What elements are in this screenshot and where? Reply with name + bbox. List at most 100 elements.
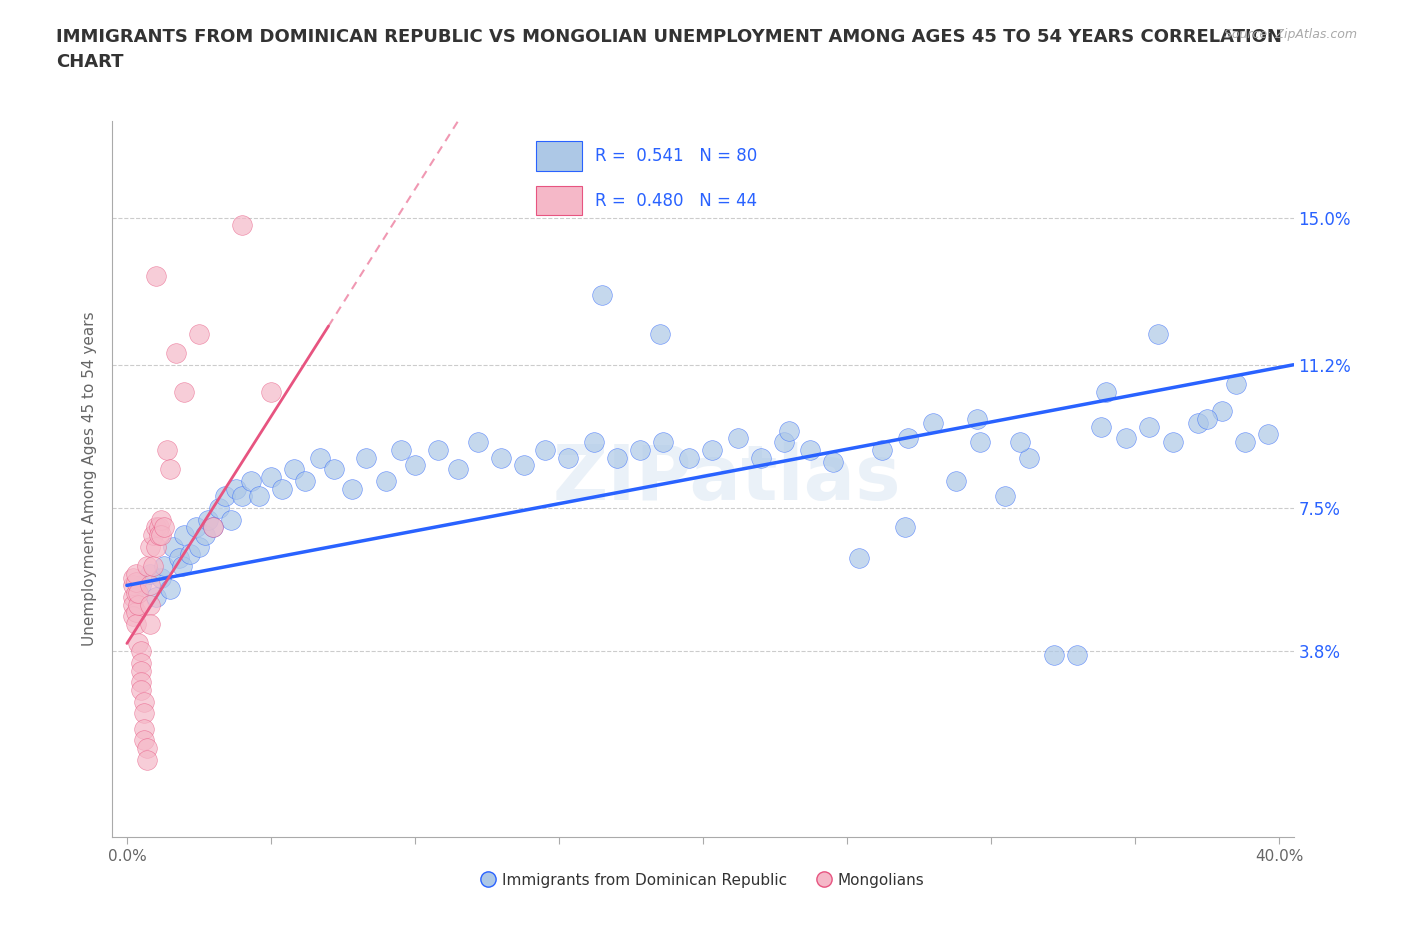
Point <box>491 450 513 465</box>
Point <box>129 578 152 592</box>
Point <box>994 489 1017 504</box>
Point <box>651 434 673 449</box>
Point <box>134 694 156 709</box>
Point <box>148 527 170 542</box>
Point <box>231 489 253 504</box>
Point <box>139 578 162 592</box>
Point <box>145 268 167 283</box>
Point <box>139 597 162 612</box>
Point <box>1197 411 1219 426</box>
Point <box>239 473 262 488</box>
Point <box>375 473 398 488</box>
Point <box>153 559 176 574</box>
Point <box>187 326 209 341</box>
Point <box>309 450 332 465</box>
Point <box>247 489 270 504</box>
Point <box>467 434 489 449</box>
Point <box>179 547 201 562</box>
Point <box>129 675 152 690</box>
Point <box>700 443 723 458</box>
Text: ZIPatlas: ZIPatlas <box>553 442 901 516</box>
Point <box>184 520 207 535</box>
Point <box>142 527 165 542</box>
Point <box>197 512 219 527</box>
Point <box>127 636 149 651</box>
Point <box>1147 326 1170 341</box>
Point <box>1095 384 1118 399</box>
Point <box>799 443 821 458</box>
Point <box>134 706 156 721</box>
Point <box>129 663 152 678</box>
Point <box>294 473 316 488</box>
Point <box>447 462 470 477</box>
Point <box>1018 450 1040 465</box>
Point <box>1008 434 1031 449</box>
Point <box>142 559 165 574</box>
Point <box>727 431 749 445</box>
Point <box>1257 427 1279 442</box>
Point <box>260 384 283 399</box>
Point <box>219 512 242 527</box>
Point <box>124 605 146 620</box>
Point <box>945 473 967 488</box>
Point <box>162 539 184 554</box>
Point <box>966 411 988 426</box>
Point <box>1066 647 1088 662</box>
Point <box>606 450 628 465</box>
Point <box>1225 377 1247 392</box>
Point <box>121 597 143 612</box>
Legend: Immigrants from Dominican Republic, Mongolians: Immigrants from Dominican Republic, Mong… <box>475 867 931 894</box>
Point <box>148 520 170 535</box>
Point <box>922 416 945 431</box>
Point <box>1090 419 1112 434</box>
Point <box>121 578 143 592</box>
Point <box>323 462 346 477</box>
Point <box>129 683 152 698</box>
Point <box>173 527 195 542</box>
Point <box>145 539 167 554</box>
Point <box>404 458 426 472</box>
Point <box>533 443 555 458</box>
Point <box>208 500 231 515</box>
Point <box>214 489 236 504</box>
Point <box>136 752 159 767</box>
Point <box>136 559 159 574</box>
Point <box>513 458 536 472</box>
Point <box>145 590 167 604</box>
Point <box>139 566 162 581</box>
Point <box>134 733 156 748</box>
Point <box>821 454 844 469</box>
Point <box>231 218 253 232</box>
Point <box>969 434 991 449</box>
Point <box>136 740 159 755</box>
Point <box>772 434 794 449</box>
Y-axis label: Unemployment Among Ages 45 to 54 years: Unemployment Among Ages 45 to 54 years <box>82 312 97 646</box>
Point <box>202 520 225 535</box>
Point <box>134 721 156 736</box>
Point <box>1233 434 1256 449</box>
Point <box>124 566 146 581</box>
Point <box>893 520 915 535</box>
Point <box>127 586 149 601</box>
Point <box>129 644 152 658</box>
Point <box>173 384 195 399</box>
Point <box>648 326 671 341</box>
Point <box>170 559 193 574</box>
Point <box>283 462 305 477</box>
Point <box>150 570 173 585</box>
Point <box>194 527 217 542</box>
Point <box>389 443 412 458</box>
Point <box>187 539 209 554</box>
Point <box>159 582 181 597</box>
Point <box>427 443 450 458</box>
Point <box>340 481 363 496</box>
Point <box>159 462 181 477</box>
Point <box>225 481 247 496</box>
Point <box>260 470 283 485</box>
Point <box>749 450 772 465</box>
Point <box>591 287 613 302</box>
Point <box>1043 647 1066 662</box>
Point <box>121 590 143 604</box>
Point <box>167 551 190 565</box>
Point <box>1211 404 1233 418</box>
